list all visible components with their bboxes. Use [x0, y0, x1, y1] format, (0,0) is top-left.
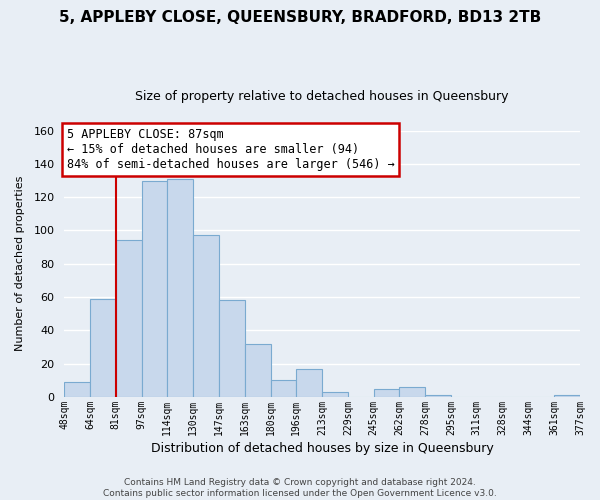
Bar: [167, 179, 193, 397]
Bar: [322, 392, 348, 397]
Bar: [193, 236, 219, 397]
Title: Size of property relative to detached houses in Queensbury: Size of property relative to detached ho…: [136, 90, 509, 103]
Bar: [374, 388, 400, 397]
Bar: [142, 180, 167, 397]
Bar: [90, 299, 116, 397]
Bar: [116, 240, 142, 397]
Text: 5 APPLEBY CLOSE: 87sqm
← 15% of detached houses are smaller (94)
84% of semi-det: 5 APPLEBY CLOSE: 87sqm ← 15% of detached…: [67, 128, 395, 171]
Bar: [219, 300, 245, 397]
Text: 5, APPLEBY CLOSE, QUEENSBURY, BRADFORD, BD13 2TB: 5, APPLEBY CLOSE, QUEENSBURY, BRADFORD, …: [59, 10, 541, 25]
Bar: [64, 382, 90, 397]
Bar: [400, 387, 425, 397]
Bar: [271, 380, 296, 397]
Text: Contains HM Land Registry data © Crown copyright and database right 2024.
Contai: Contains HM Land Registry data © Crown c…: [103, 478, 497, 498]
X-axis label: Distribution of detached houses by size in Queensbury: Distribution of detached houses by size …: [151, 442, 493, 455]
Bar: [425, 396, 451, 397]
Bar: [245, 344, 271, 397]
Y-axis label: Number of detached properties: Number of detached properties: [15, 176, 25, 352]
Bar: [296, 368, 322, 397]
Bar: [554, 396, 580, 397]
